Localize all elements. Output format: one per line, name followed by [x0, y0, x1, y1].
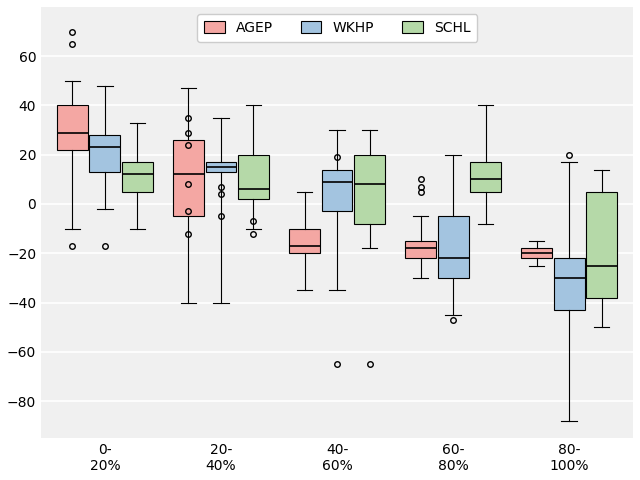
PathPatch shape — [122, 162, 153, 192]
PathPatch shape — [470, 162, 501, 192]
PathPatch shape — [205, 162, 236, 172]
Legend: AGEP, WKHP, SCHL: AGEP, WKHP, SCHL — [196, 14, 477, 42]
PathPatch shape — [173, 140, 204, 216]
PathPatch shape — [238, 155, 269, 199]
PathPatch shape — [521, 248, 552, 258]
PathPatch shape — [354, 155, 385, 224]
PathPatch shape — [289, 228, 320, 253]
PathPatch shape — [438, 216, 468, 278]
PathPatch shape — [57, 106, 88, 150]
PathPatch shape — [586, 192, 617, 298]
PathPatch shape — [322, 169, 353, 211]
PathPatch shape — [554, 258, 585, 310]
PathPatch shape — [90, 135, 120, 172]
PathPatch shape — [405, 241, 436, 258]
